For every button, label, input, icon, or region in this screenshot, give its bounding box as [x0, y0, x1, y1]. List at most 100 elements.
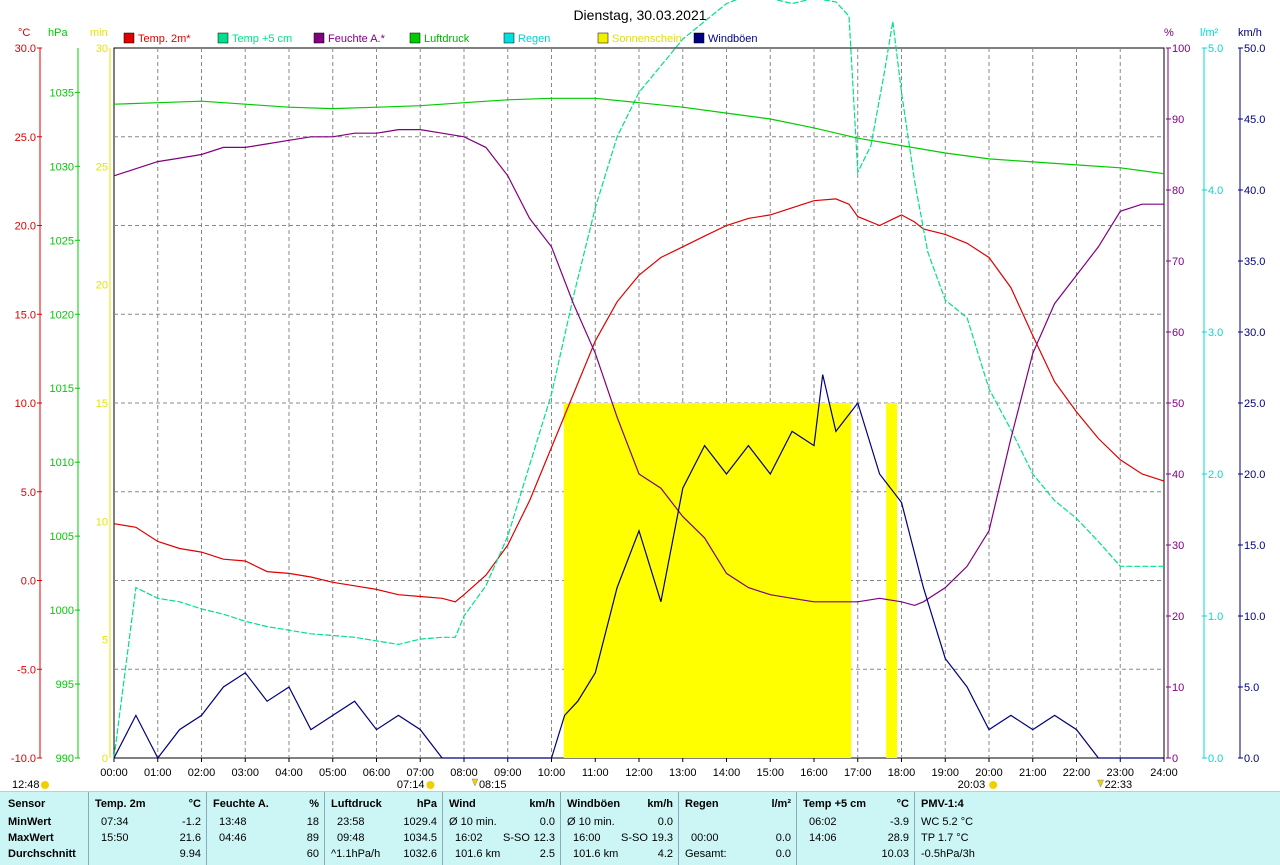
stats-gusts-max: 19.3: [651, 832, 673, 844]
stats-row-max: MaxWert: [8, 832, 54, 844]
temp-tick-label: 10.0: [15, 398, 36, 410]
time-tick-label: 23:00: [1106, 767, 1134, 779]
sunshine-bar: [886, 403, 898, 758]
humidity-tick-label: 100: [1172, 43, 1190, 55]
pressure-tick-label: 1015: [50, 383, 74, 395]
wind-tick-label: 10.0: [1244, 611, 1265, 623]
stats-temp5cm-title: Temp +5 cm: [803, 798, 867, 810]
wind-tick-label: 15.0: [1244, 540, 1265, 552]
sunshine-tick-label: 10: [96, 516, 108, 528]
time-tick-label: 24:00: [1150, 767, 1178, 779]
time-tick-label: 21:00: [1019, 767, 1047, 779]
humidity-axis-unit: %: [1164, 27, 1174, 39]
stats-humidity-max-time: 04:46: [219, 832, 247, 844]
stats-temp2m-max-time: 15:50: [101, 832, 129, 844]
legend-swatch: [313, 32, 325, 44]
stats-gusts: Windböen km/h Ø 10 min. 0.0 16:00 S-SO 1…: [560, 792, 679, 865]
stats-pmv-title: PMV-1:4: [921, 798, 964, 810]
pressure-tick-label: 1000: [50, 605, 74, 617]
wind-tick-label: 0.0: [1244, 753, 1259, 765]
stats-pmv-wc: WC 5.2 °C: [921, 816, 974, 828]
humidity-tick-label: 30: [1172, 540, 1184, 552]
stats-wind: Wind km/h Ø 10 min. 0.0 16:02 S-SO 12.3 …: [442, 792, 561, 865]
stats-wind-unit: km/h: [529, 798, 555, 810]
stats-gusts-avg: 4.2: [657, 848, 673, 860]
rain-axis-unit: l/m²: [1200, 27, 1219, 39]
stats-gusts-max-time: 16:00: [573, 832, 601, 844]
humidity-tick-label: 40: [1172, 469, 1184, 481]
stats-rain-total: 0.0: [775, 848, 791, 860]
stats-temp5cm-min-time: 06:02: [809, 816, 837, 828]
stats-temp5cm-max: 28.9: [887, 832, 909, 844]
stats-wind-avg: 2.5: [539, 848, 555, 860]
time-tick-label: 09:00: [494, 767, 522, 779]
legend-swatch: [217, 32, 229, 44]
stats-humidity-max: 89: [306, 832, 319, 844]
time-tick-label: 15:00: [756, 767, 784, 779]
stats-wind-max: 12.3: [533, 832, 555, 844]
legend-label: Temp +5 cm: [232, 33, 292, 45]
stats-humidity-min: 18: [306, 816, 319, 828]
time-tick-label: 04:00: [275, 767, 303, 779]
now-marker-icon: [41, 781, 49, 789]
rain-tick-label: 5.0: [1208, 43, 1223, 55]
time-tick-label: 19:00: [931, 767, 959, 779]
stats-pressure: Luftdruck hPa 23:58 1029.4 09:48 1034.5 …: [324, 792, 443, 865]
weather-chart: Dienstag, 30.03.2021 °C hPa min% l/m² km/h T…: [11, 0, 1265, 791]
stats-header-sensor: Sensor: [8, 798, 46, 810]
temp-tick-label: -10.0: [11, 753, 36, 765]
pressure-axis-unit: hPa: [48, 27, 68, 39]
stats-wind-title: Wind: [449, 798, 476, 810]
sunrise-icon: [426, 781, 435, 789]
pressure-tick-label: 1025: [50, 235, 74, 247]
stats-pressure-title: Luftdruck: [331, 798, 382, 810]
legend-swatch: [597, 32, 609, 44]
time-markers: 12:48 07:14 08:15 20:03 22:33: [12, 778, 1132, 791]
time-tick-label: 10:00: [538, 767, 566, 779]
sunset-label: 20:03: [958, 779, 986, 791]
time-tick-label: 01:00: [144, 767, 172, 779]
temp-tick-label: 25.0: [15, 132, 36, 144]
statistics-panel: Sensor MinWert MaxWert Durchschnitt Temp…: [0, 791, 1280, 865]
stats-gusts-min: 0.0: [657, 816, 673, 828]
series-line-temp-2m: [113, 198, 1165, 603]
stats-temp5cm-avg: 10.03: [881, 848, 909, 860]
stats-sensor-column: Sensor MinWert MaxWert Durchschnitt: [0, 792, 88, 865]
stats-temp5cm-unit: °C: [896, 798, 909, 810]
temp-axis-unit: °C: [18, 27, 30, 39]
stats-temp5cm: Temp +5 cm °C 06:02 -3.9 14:06 28.9 10.0…: [796, 792, 915, 865]
sunshine-tick-label: 20: [96, 280, 108, 292]
legend-label: Windböen: [708, 33, 758, 45]
stats-temp2m-avg: 9.94: [179, 848, 201, 860]
legend-swatch: [123, 32, 135, 44]
stats-humidity: Feuchte A. % 13:48 18 04:46 89 60: [206, 792, 325, 865]
wind-tick-label: 40.0: [1244, 185, 1265, 197]
stats-temp5cm-max-time: 14:06: [809, 832, 837, 844]
stats-wind-min-label: Ø 10 min.: [449, 816, 497, 828]
legend-label: Luftdruck: [424, 33, 470, 45]
sunshine-tick-label: 5: [102, 635, 108, 647]
stats-temp2m-min-time: 07:34: [101, 816, 129, 828]
pressure-tick-label: 1030: [50, 161, 74, 173]
wind-tick-label: 45.0: [1244, 114, 1265, 126]
time-tick-label: 20:00: [975, 767, 1003, 779]
legend-label: Temp. 2m*: [138, 33, 191, 45]
sunset-icon: [989, 781, 998, 789]
stats-gusts-min-label: Ø 10 min.: [567, 816, 615, 828]
wind-tick-label: 20.0: [1244, 469, 1265, 481]
legend-swatch: [503, 32, 515, 44]
stats-humidity-unit: %: [309, 798, 319, 810]
pressure-tick-label: 1010: [50, 457, 74, 469]
time-tick-label: 18:00: [888, 767, 916, 779]
stats-row-min: MinWert: [8, 816, 52, 828]
sunrise-label: 07:14: [397, 779, 425, 791]
stats-humidity-avg: 60: [306, 848, 319, 860]
time-tick-label: 07:00: [406, 767, 434, 779]
stats-temp2m-min: -1.2: [182, 816, 201, 828]
stats-temp2m-title: Temp. 2m: [95, 798, 146, 810]
chart-title: Dienstag, 30.03.2021: [573, 7, 706, 23]
sunshine-bar: [563, 403, 852, 758]
stats-wind-min: 0.0: [539, 816, 555, 828]
humidity-tick-label: 70: [1172, 256, 1184, 268]
time-tick-label: 08:00: [450, 767, 478, 779]
